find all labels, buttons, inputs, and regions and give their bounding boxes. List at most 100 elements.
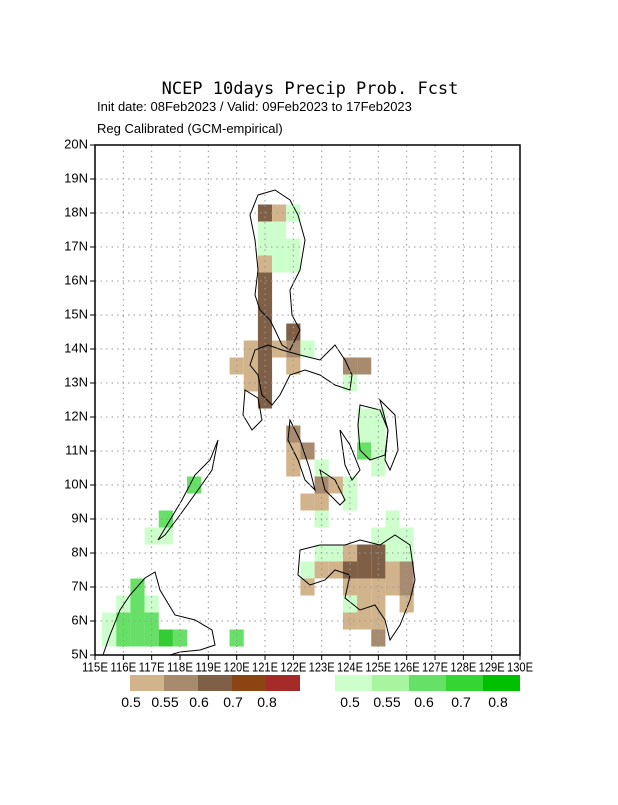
cell (385, 561, 400, 579)
cell (300, 442, 315, 460)
legend-swatch (198, 675, 232, 691)
y-tick-label: 8N (71, 544, 88, 559)
cell (357, 357, 372, 375)
x-tick-label: 118E (167, 659, 193, 674)
cell (300, 493, 315, 511)
cell (257, 255, 273, 273)
cell (371, 629, 386, 647)
cell (272, 255, 287, 273)
cell (371, 442, 386, 460)
cell (371, 425, 386, 443)
legend-label: 0.6 (414, 694, 434, 710)
y-tick-label: 5N (71, 646, 88, 661)
cell (300, 561, 315, 579)
cell (371, 595, 386, 613)
subtitle: Init date: 08Feb2023 / Valid: 09Feb2023 … (97, 99, 412, 114)
cell (342, 476, 358, 494)
legend-label: 0.7 (223, 694, 243, 710)
cell (229, 629, 244, 647)
cell (342, 612, 358, 630)
y-tick-label: 12N (64, 408, 88, 423)
legend-swatch (483, 675, 520, 691)
cell (314, 459, 329, 477)
y-tick-label: 7N (71, 578, 88, 593)
cell (257, 221, 273, 239)
cell (158, 510, 173, 528)
y-tick-label: 18N (64, 204, 88, 219)
cell (300, 340, 315, 358)
cell (116, 629, 131, 647)
y-tick-label: 20N (64, 136, 88, 151)
cell (371, 408, 386, 426)
legend-label: 0.55 (151, 694, 178, 710)
legend-label: 0.6 (189, 694, 209, 710)
title: NCEP 10days Precip Prob. Fcst (162, 79, 459, 99)
x-tick-label: 128E (450, 659, 476, 674)
cell (130, 595, 145, 613)
x-tick-label: 121E (252, 659, 278, 674)
y-tick-label: 6N (71, 612, 88, 627)
cell (357, 442, 372, 460)
x-tick-label: 129E (479, 659, 505, 674)
cell (102, 612, 117, 630)
legend-label: 0.5 (121, 694, 141, 710)
legend-swatch (335, 675, 372, 691)
x-tick-label: 119E (195, 659, 221, 674)
cell (272, 238, 287, 256)
cell (257, 204, 273, 222)
legend-swatch (232, 675, 266, 691)
cell (286, 459, 301, 477)
cell (286, 425, 301, 443)
cell (144, 595, 159, 613)
x-tick-label: 117E (139, 659, 165, 674)
cell (357, 612, 372, 630)
cell (272, 221, 287, 239)
cell (357, 578, 372, 596)
legend-label: 0.8 (488, 694, 508, 710)
subtitle: Reg Calibrated (GCM-empirical) (97, 121, 283, 136)
x-tick-label: 126E (394, 659, 420, 674)
x-tick-label: 124E (337, 659, 363, 674)
cell (371, 578, 386, 596)
x-tick-label: 127E (422, 659, 448, 674)
cell (314, 493, 329, 511)
legend-label: 0.5 (340, 694, 360, 710)
cell (371, 459, 386, 477)
y-tick-label: 14N (64, 340, 88, 355)
cell (158, 629, 173, 647)
legend: 0.5 0.55 0.6 0.7 0.8 0.5 0.55 0.6 0.7 0.8 (121, 675, 520, 710)
axes: 115E 116E 117E 118E 119E 120E 121E 122E 123E 124E… (64, 136, 533, 674)
cell (399, 595, 414, 613)
legend-label: 0.55 (373, 694, 400, 710)
cell (357, 408, 372, 426)
x-tick-label: 125E (365, 659, 391, 674)
y-tick-label: 19N (64, 170, 88, 185)
cell (342, 493, 358, 511)
cell (257, 391, 273, 409)
cell (399, 578, 414, 596)
legend-swatch (409, 675, 446, 691)
cell (257, 289, 273, 307)
cell (357, 561, 372, 579)
cell (144, 612, 159, 630)
y-tick-label: 10N (64, 476, 88, 491)
plot-frame (94, 144, 521, 656)
cell (371, 612, 386, 630)
cell (144, 629, 159, 647)
legend-swatch (446, 675, 483, 691)
coastline (102, 189, 416, 655)
cell (357, 544, 372, 562)
x-tick-label: 123E (309, 659, 335, 674)
cell (130, 629, 145, 647)
cell (385, 527, 400, 545)
legend-swatch (372, 675, 409, 691)
cell (172, 629, 188, 647)
legend-swatch (130, 675, 164, 691)
legend-label: 0.8 (257, 694, 277, 710)
cell (328, 544, 343, 562)
cell-layer (102, 204, 414, 647)
legend-swatch (164, 675, 198, 691)
cell (357, 595, 372, 613)
cell (257, 238, 273, 256)
